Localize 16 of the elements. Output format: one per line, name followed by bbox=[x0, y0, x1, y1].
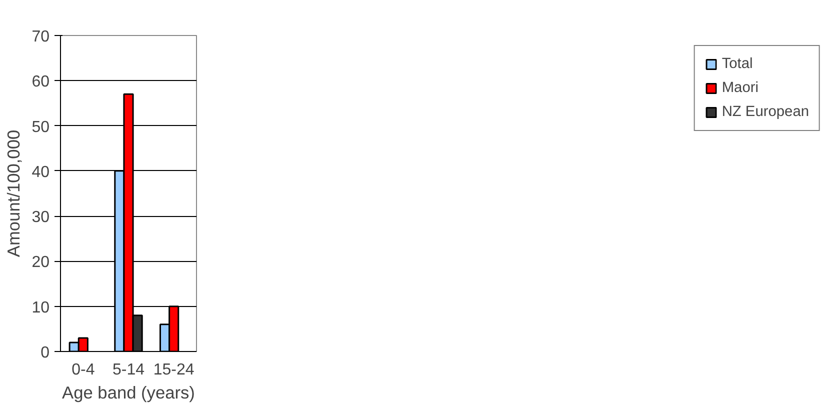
x-axis-title: Age band (years) bbox=[62, 382, 195, 402]
y-tick-label: 30 bbox=[32, 209, 50, 226]
y-tick-label: 70 bbox=[32, 28, 50, 46]
y-axis-title: Amount/100,000 bbox=[4, 130, 24, 258]
legend-label: Total bbox=[722, 56, 753, 72]
y-tick-label: 50 bbox=[32, 118, 50, 136]
legend-label: Maori bbox=[722, 80, 758, 96]
x-tick-label: 15-24 bbox=[153, 362, 194, 378]
y-tick-label: 60 bbox=[32, 74, 50, 91]
y-tick-label: 20 bbox=[32, 254, 50, 272]
y-tick-label: 10 bbox=[32, 299, 50, 316]
legend-label: NZ European bbox=[722, 104, 809, 120]
x-tick-label: 5-14 bbox=[112, 362, 145, 378]
x-tick-label: 0-4 bbox=[72, 362, 95, 378]
y-tick-label: 40 bbox=[32, 164, 50, 181]
y-tick-label: 0 bbox=[40, 344, 50, 362]
